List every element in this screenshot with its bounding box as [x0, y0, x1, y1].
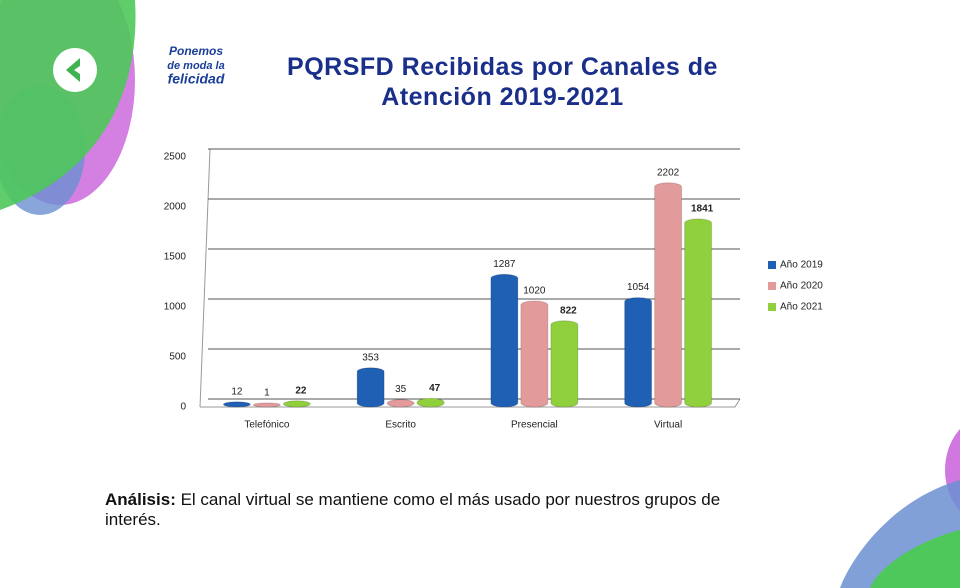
bar	[417, 398, 444, 407]
data-label: 35	[395, 384, 407, 395]
data-label: 1287	[493, 259, 516, 270]
bar	[387, 400, 414, 408]
x-tick-label: Presencial	[511, 420, 558, 431]
x-tick-label: Virtual	[654, 420, 682, 431]
legend-swatch	[768, 303, 776, 311]
x-tick-label: Telefónico	[244, 420, 289, 431]
bar	[253, 403, 280, 407]
bar	[655, 183, 682, 407]
data-label: 822	[560, 305, 577, 316]
y-tick-label: 2000	[164, 202, 187, 213]
data-label: 1	[264, 388, 270, 399]
analysis: Análisis: El canal virtual se mantiene c…	[105, 490, 765, 530]
y-tick-label: 0	[180, 402, 186, 413]
bar	[521, 301, 548, 407]
data-label: 22	[295, 385, 307, 396]
analysis-label: Análisis:	[105, 490, 176, 509]
y-tick-label: 1500	[164, 252, 187, 263]
data-label: 1020	[523, 286, 546, 297]
bar	[625, 298, 652, 407]
legend-swatch	[768, 282, 776, 290]
x-tick-label: Escrito	[385, 420, 416, 431]
chart-title: PQRSFD Recibidas por Canales de Atención…	[235, 52, 770, 112]
bar	[357, 368, 384, 407]
y-tick-label: 500	[169, 352, 186, 363]
legend-label: Año 2020	[780, 281, 823, 292]
slide: Ponemos de moda la felicidad 05001000150…	[0, 0, 960, 588]
bar	[283, 401, 310, 407]
data-label: 12	[231, 386, 243, 397]
legend-label: Año 2019	[780, 260, 823, 271]
y-tick-label: 1000	[164, 302, 187, 313]
logo-text: Ponemos	[169, 44, 223, 58]
legend-label: Año 2021	[780, 302, 823, 313]
data-label: 47	[429, 383, 441, 394]
logo-icon	[53, 48, 97, 92]
bar	[491, 274, 518, 407]
bar	[223, 402, 250, 407]
data-label: 2202	[657, 167, 680, 178]
data-label: 353	[362, 352, 379, 363]
data-label: 1841	[691, 204, 714, 215]
bar	[685, 219, 712, 407]
analysis-text: El canal virtual se mantiene como el más…	[105, 490, 720, 529]
legend-swatch	[768, 261, 776, 269]
bar	[551, 321, 578, 407]
logo-text: felicidad	[168, 71, 225, 87]
y-tick-label: 2500	[164, 152, 187, 163]
data-label: 1054	[627, 282, 650, 293]
